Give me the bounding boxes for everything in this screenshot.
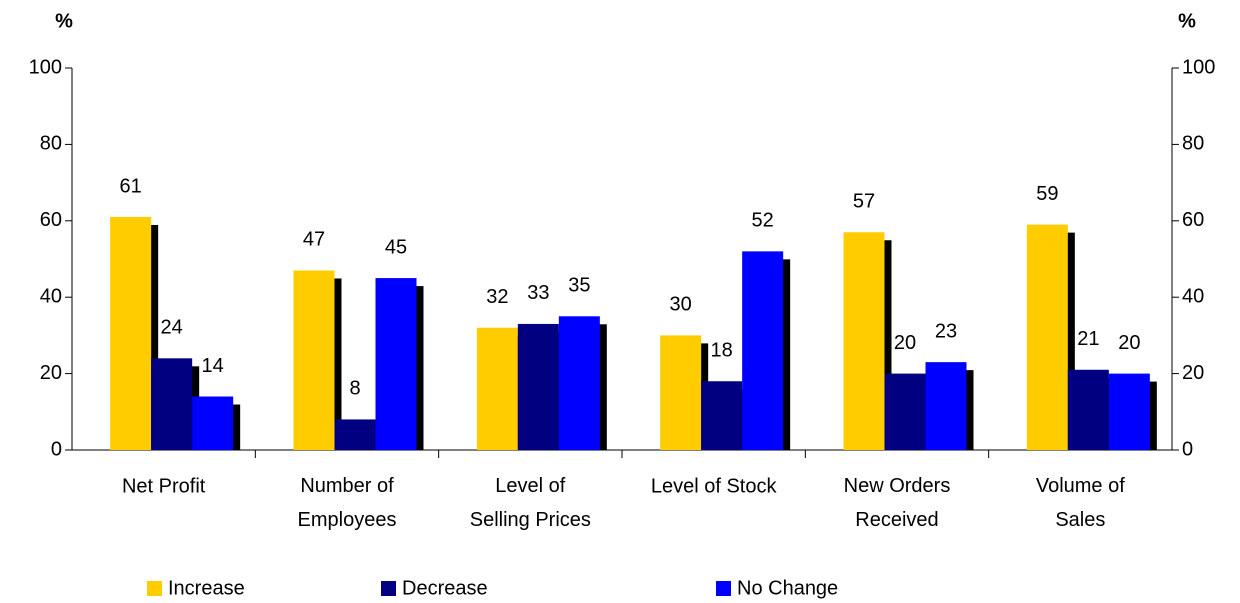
data-label: 23 [935,320,957,342]
data-label: 45 [385,236,407,258]
data-label: 57 [853,191,875,213]
bar [192,396,234,450]
y2-tick-label: 60 [1182,209,1204,231]
bar [925,362,967,450]
data-label: 32 [486,286,508,308]
y2-tick-label: 100 [1182,56,1215,78]
legend-label: No Change [737,577,838,599]
bar [558,316,600,450]
x-tick-label: New Orders Received [844,475,951,531]
data-label: 47 [303,229,325,251]
data-label: 18 [711,340,733,362]
bar [476,327,518,450]
data-label: 8 [349,378,360,400]
data-label: 52 [752,210,774,232]
y-tick-label: 20 [40,362,62,384]
bar [375,278,417,450]
x-tick-label: Level of Selling Prices [470,475,591,531]
bar [884,373,926,450]
bar [1067,369,1109,450]
bar [1108,373,1150,450]
bar [1026,224,1068,450]
y-axis-label: % [55,10,73,32]
x-tick-label: Net Profit [122,475,206,497]
y-tick-label: 60 [40,209,62,231]
bar [293,270,335,450]
x-tick-label: Volume of Sales [1036,475,1125,531]
bar [517,323,559,450]
bar [660,335,702,450]
bar [151,358,193,450]
data-label: 30 [670,294,692,316]
bar [110,216,152,450]
legend-label: Increase [168,577,245,599]
data-label: 21 [1077,328,1099,350]
y2-axis-label: % [1178,10,1196,32]
y-tick-label: 40 [40,285,62,307]
data-label: 20 [894,332,916,354]
data-label: 20 [1118,332,1140,354]
y2-tick-label: 80 [1182,133,1204,155]
bar [742,251,784,450]
data-label: 59 [1036,183,1058,205]
y2-tick-label: 40 [1182,285,1204,307]
legend-swatch [716,581,731,596]
y2-tick-label: 0 [1182,438,1193,460]
x-tick-label: Number of Employees [298,475,397,531]
x-tick-label: Level of Stock [651,475,778,497]
y-tick-label: 80 [40,133,62,155]
legend-label: Decrease [402,577,488,599]
legend-swatch [147,581,162,596]
y2-tick-label: 20 [1182,362,1204,384]
bar [334,419,376,450]
bar [843,232,885,450]
data-label: 33 [527,282,549,304]
bar [701,381,743,450]
y-tick-label: 0 [51,438,62,460]
data-label: 35 [568,275,590,297]
y-tick-label: 100 [29,56,62,78]
data-label: 14 [202,355,224,377]
legend-swatch [381,581,396,596]
data-label: 61 [120,175,142,197]
data-label: 24 [161,317,183,339]
